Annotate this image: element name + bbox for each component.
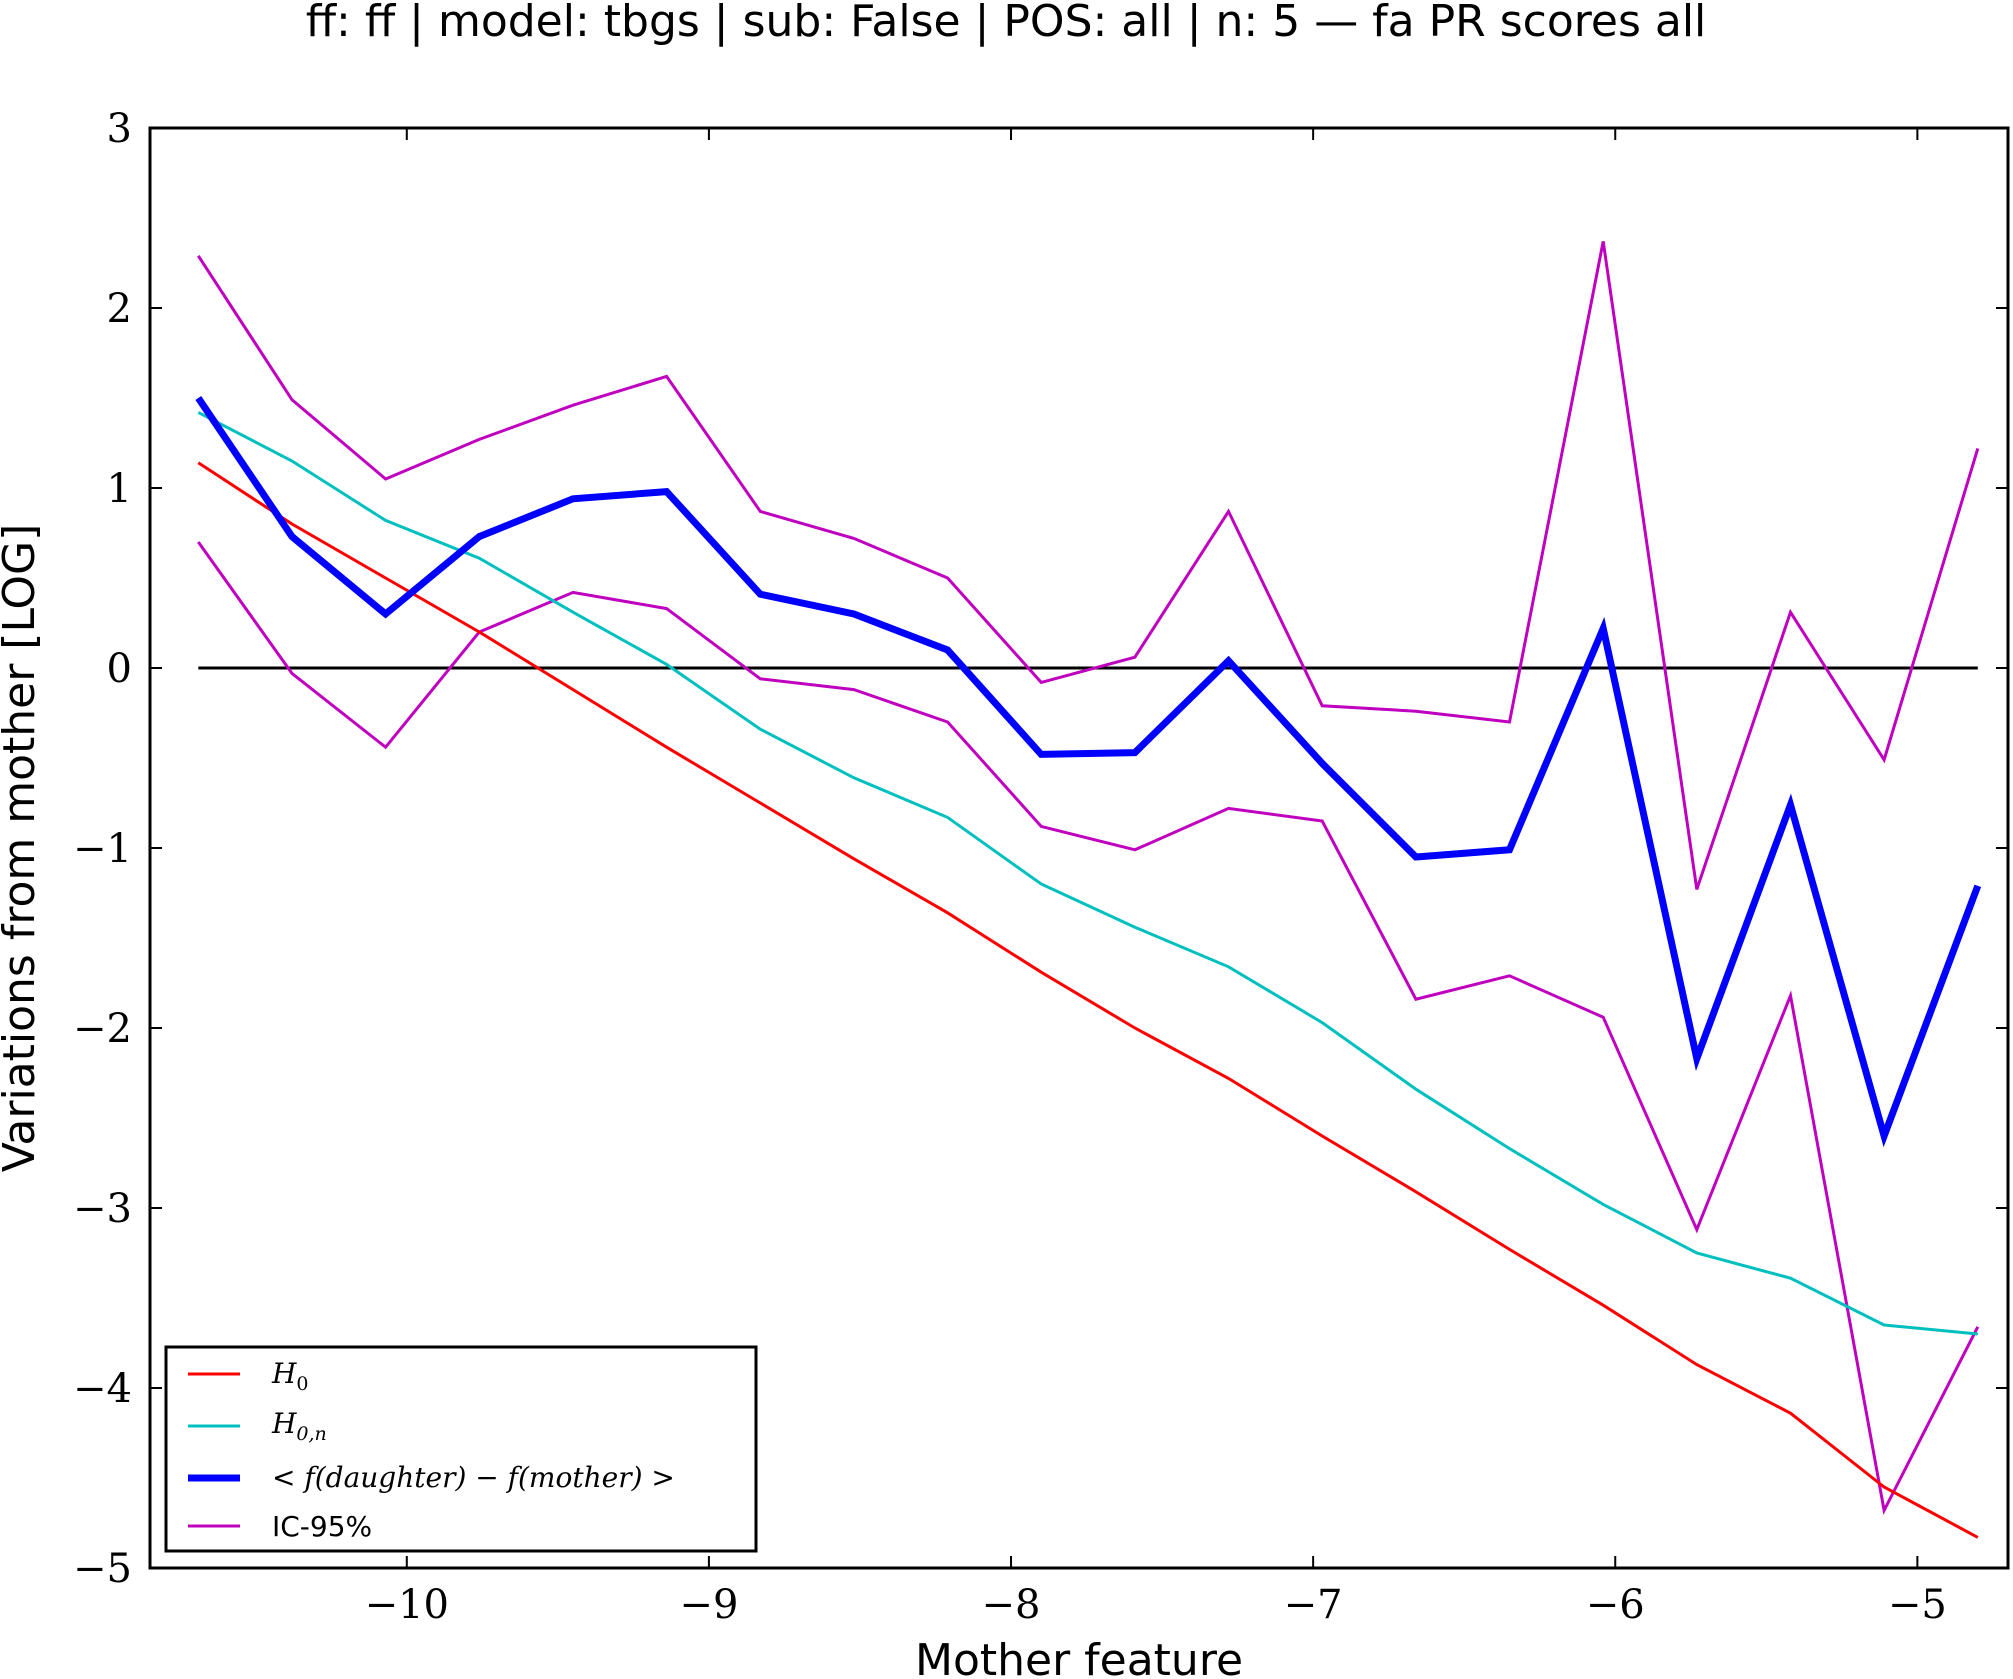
legend-label-mean-diff: < f(daughter) − f(mother) > [272,1461,675,1494]
y-tick-label: −1 [73,826,132,872]
legend: H0 H0,n < f(daughter) − f(mother) > IC-9… [164,1345,758,1553]
series-line-4 [197,541,1980,1516]
series-line-2 [195,396,1982,1148]
axis-tick-labels: −10 −9 −8 −7 −6 −5 3 2 1 0 −1 −2 −3 −4 −5 [73,106,1947,1628]
series-line-3 [197,241,1980,890]
y-axis-label: Variations from mother [LOG] [0,524,45,1173]
axis-ticks [150,127,2008,1569]
y-tick-label: 3 [107,106,132,152]
legend-label-ic95: IC-95% [272,1510,372,1543]
series-line-0 [197,461,1979,1539]
y-tick-label: −3 [73,1186,132,1232]
x-tick-label: −9 [679,1582,738,1628]
legend-box [164,1345,758,1553]
y-tick-label: 2 [107,286,132,332]
series-layer [195,241,1982,1539]
y-tick-label: 1 [107,466,132,512]
x-tick-label: −7 [1284,1582,1343,1628]
x-tick-label: −10 [365,1582,449,1628]
y-tick-label: −4 [73,1366,132,1412]
x-tick-label: −8 [982,1582,1041,1628]
chart-title: ff: ff | model: tbgs | sub: False | POS:… [306,0,1707,47]
y-tick-label: −5 [73,1546,132,1592]
plot-frame [148,126,2010,1570]
x-tick-label: −5 [1888,1582,1947,1628]
series-line-1 [197,411,1978,1336]
legend-label-h0: H0 [271,1357,309,1395]
x-axis-label: Mother feature [915,1635,1243,1679]
y-tick-label: −2 [73,1006,132,1052]
y-tick-label: 0 [107,646,132,692]
x-tick-label: −6 [1586,1582,1645,1628]
